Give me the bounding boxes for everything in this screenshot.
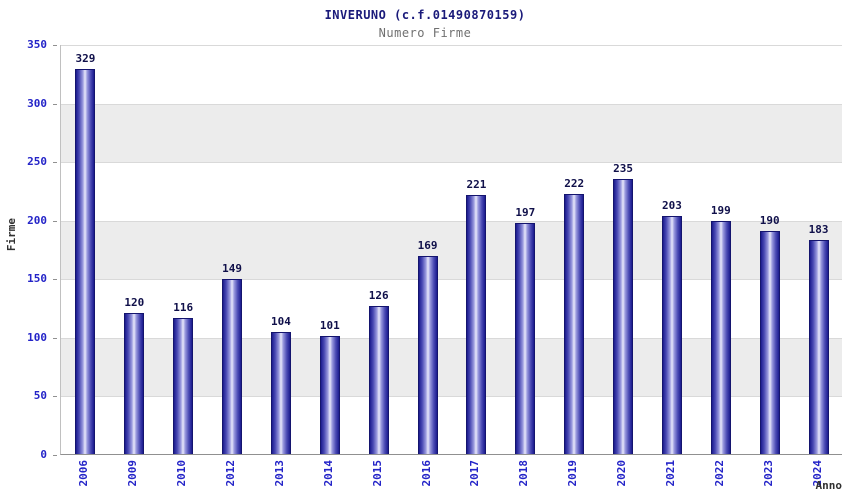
y-tick-label: 200: [27, 213, 47, 227]
bar-value-label: 329: [75, 51, 96, 65]
bar-value-label: 197: [515, 206, 536, 220]
gridline: [61, 337, 842, 339]
bar: [759, 231, 780, 454]
bar: [808, 239, 829, 454]
bar: [466, 195, 487, 454]
bar: [173, 318, 194, 454]
chart-subtitle: Numero Firme: [378, 26, 472, 40]
bar-value-label: 149: [222, 262, 242, 276]
x-tick-label: 2014: [321, 460, 335, 487]
x-tick-label: 2010: [175, 460, 189, 487]
bar-value-label: 222: [564, 176, 585, 190]
bar: [515, 223, 536, 454]
plot-area: 329 120 116 149 104 101 126 169 221 197 222 235 203 1…: [60, 45, 842, 455]
x-tick-label: 2020: [615, 460, 629, 487]
bar-value-label: 116: [173, 301, 194, 315]
y-tick-label: 250: [27, 155, 47, 169]
gridline: [61, 45, 842, 46]
y-tick-label: 100: [27, 330, 47, 344]
gridline: [61, 103, 842, 105]
y-tick-mark: [53, 220, 57, 222]
x-tick-label: 2006: [77, 460, 91, 487]
x-tick-label: 2009: [126, 460, 140, 487]
bar: [710, 220, 731, 454]
y-tick-label: 300: [27, 96, 47, 110]
bar: [222, 279, 243, 454]
bar: [270, 332, 291, 454]
gridline: [61, 396, 842, 398]
y-tick-mark: [53, 279, 57, 281]
y-tick-mark: [53, 455, 57, 456]
x-tick-label: 2012: [224, 460, 238, 487]
bar: [368, 306, 389, 454]
bar-value-label: 221: [466, 178, 487, 192]
y-tick-mark: [53, 396, 57, 398]
bar-value-label: 169: [417, 239, 438, 253]
bar: [661, 216, 682, 454]
plot-band: [61, 103, 842, 163]
bar: [319, 335, 340, 454]
bar-value-label: 235: [613, 161, 633, 175]
gridline: [61, 162, 842, 164]
gridline: [61, 220, 842, 222]
y-tick-label: 0: [40, 448, 47, 461]
x-tick-label: 2023: [761, 460, 775, 487]
bar-value-label: 190: [759, 214, 780, 228]
x-tick-label: 2019: [566, 460, 580, 487]
x-tick-label: 2015: [370, 460, 384, 487]
chart-title: INVERUNO (c.f.01490870159): [324, 8, 526, 22]
bar: [124, 313, 145, 454]
bar-value-label: 120: [124, 296, 145, 310]
bar: [613, 178, 634, 454]
y-tick-mark: [53, 162, 57, 164]
x-tick-label: 2017: [468, 460, 482, 487]
bar-value-label: 101: [319, 318, 340, 332]
bar-value-label: 104: [271, 315, 291, 329]
y-axis: 0 50 100 150 200 250 300 350: [0, 38, 57, 461]
bar: [417, 256, 438, 454]
y-tick-mark: [53, 103, 57, 105]
bar: [75, 68, 96, 454]
bar-value-label: 183: [808, 222, 829, 236]
x-axis-title: Anno: [815, 479, 843, 492]
x-axis: 2006 2009 2010 2012 2013 2014 2015 2016 2017 2018…: [60, 457, 842, 500]
x-tick-label: 2018: [517, 460, 531, 487]
y-tick-mark: [53, 337, 57, 339]
y-tick-mark: [53, 45, 57, 46]
gridline: [61, 279, 842, 281]
y-tick-label: 50: [33, 389, 47, 403]
y-tick-label: 150: [27, 272, 47, 286]
x-tick-label: 2021: [663, 460, 677, 487]
bar-value-label: 199: [710, 203, 731, 217]
x-tick-label: 2013: [272, 460, 286, 487]
bar: [564, 193, 585, 454]
bar-value-label: 126: [368, 289, 389, 303]
x-tick-label: 2016: [419, 460, 433, 487]
bar-value-label: 203: [662, 199, 682, 213]
y-tick-label: 350: [27, 38, 47, 51]
x-tick-label: 2022: [712, 460, 726, 487]
